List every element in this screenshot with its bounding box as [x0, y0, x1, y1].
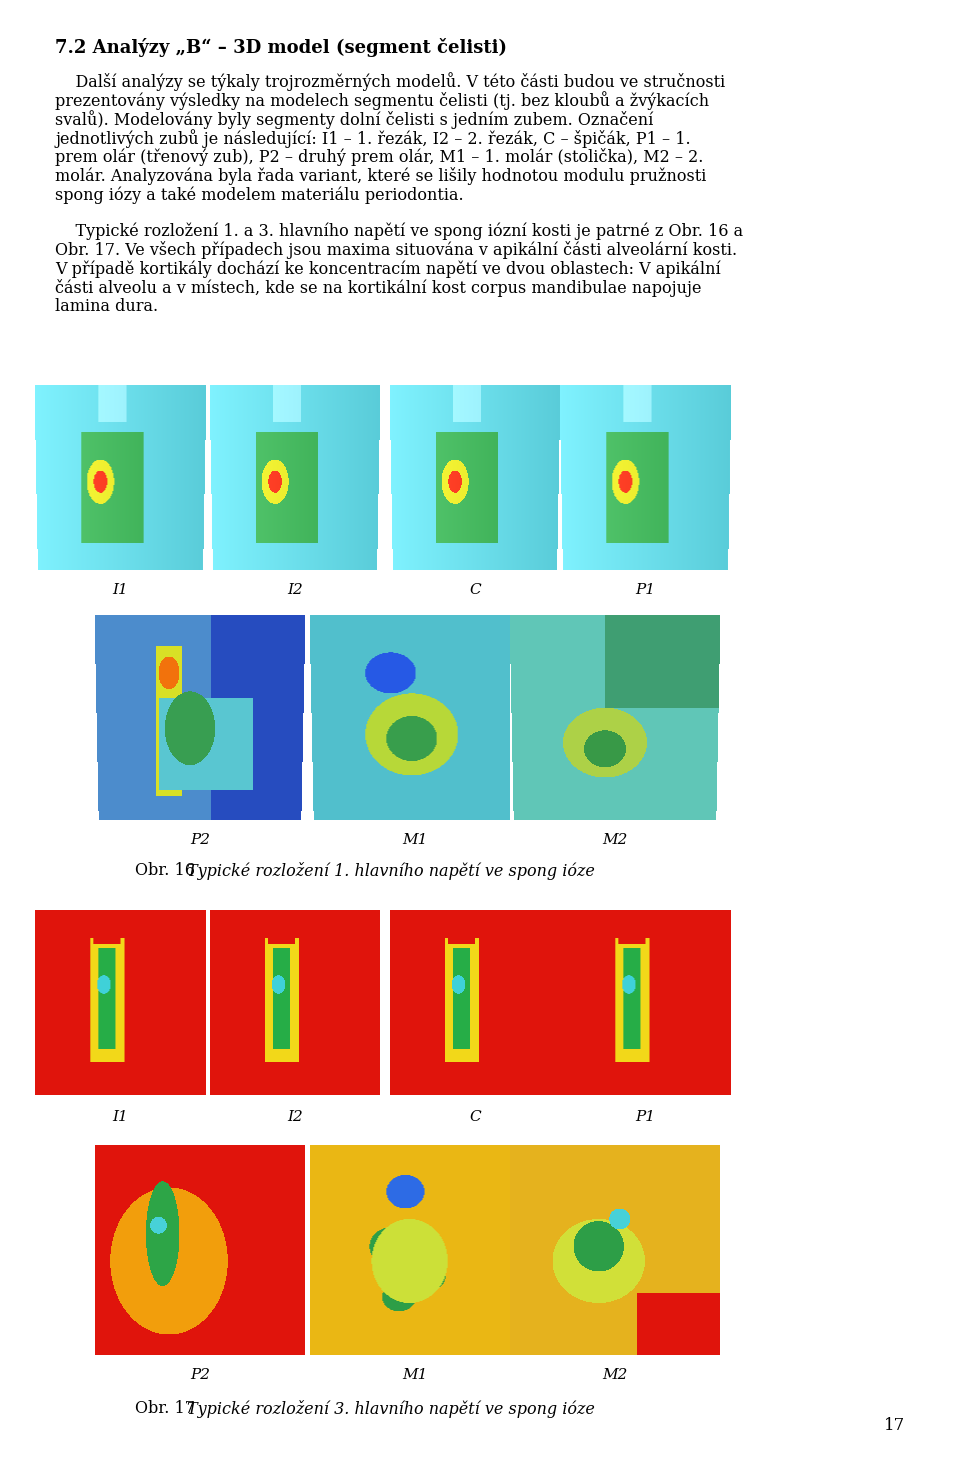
Text: části alveolu a v místech, kde se na kortikální kost corpus mandibulae napojuje: části alveolu a v místech, kde se na kor… [55, 279, 702, 298]
Text: prem olár (třenový zub), P2 – druhý prem olár, M1 – 1. molár (stolička), M2 – 2.: prem olár (třenový zub), P2 – druhý prem… [55, 147, 704, 166]
Text: 7.2 Analýzy „B“ – 3D model (segment čelisti): 7.2 Analýzy „B“ – 3D model (segment čeli… [55, 38, 507, 57]
Text: Další analýzy se týkaly trojrozměrných modelů. V této části budou ve stručnosti: Další analýzy se týkaly trojrozměrných m… [55, 71, 725, 90]
Text: I1: I1 [112, 584, 128, 597]
Text: M1: M1 [402, 833, 428, 848]
Text: spong iózy a také modelem materiálu periodontia.: spong iózy a také modelem materiálu peri… [55, 185, 464, 203]
Text: V případě kortikály dochází ke koncentracím napětí ve dvou oblastech: V apikální: V případě kortikály dochází ke koncentra… [55, 260, 721, 277]
Text: I2: I2 [287, 1110, 302, 1123]
Text: I1: I1 [112, 1110, 128, 1123]
Text: jednotlivých zubů je následující: I1 – 1. řezák, I2 – 2. řezák, C – špičák, P1 –: jednotlivých zubů je následující: I1 – 1… [55, 128, 690, 147]
Text: Typické rozložení 1. a 3. hlavního napětí ve spong iózní kosti je patrné z Obr. : Typické rozložení 1. a 3. hlavního napět… [55, 222, 743, 239]
Text: lamina dura.: lamina dura. [55, 298, 158, 315]
Text: M2: M2 [602, 833, 628, 848]
Text: svalů). Modelovány byly segmenty dolní čelisti s jedním zubem. Označení: svalů). Modelovány byly segmenty dolní č… [55, 109, 654, 128]
Text: Obr. 16: Obr. 16 [135, 862, 200, 878]
Text: M2: M2 [602, 1369, 628, 1382]
Text: molár. Analyzována byla řada variant, které se lišily hodnotou modulu pružnosti: molár. Analyzována byla řada variant, kt… [55, 166, 707, 185]
Text: C: C [469, 584, 481, 597]
Text: C: C [469, 1110, 481, 1123]
Text: Obr. 17. Ve všech případech jsou maxima situována v apikální části alveolární ko: Obr. 17. Ve všech případech jsou maxima … [55, 241, 737, 260]
Text: P2: P2 [190, 833, 210, 848]
Text: P2: P2 [190, 1369, 210, 1382]
Text: Obr. 17: Obr. 17 [135, 1401, 200, 1417]
Text: M1: M1 [402, 1369, 428, 1382]
Text: P1: P1 [635, 584, 655, 597]
Text: prezentovány výsledky na modelech segmentu čelisti (tj. bez kloubů a žvýkacích: prezentovány výsledky na modelech segmen… [55, 90, 709, 109]
Text: I2: I2 [287, 584, 302, 597]
Text: Typické rozložení 3. hlavního napětí ve spong ióze: Typické rozložení 3. hlavního napětí ve … [187, 1401, 594, 1418]
Text: 17: 17 [884, 1417, 905, 1434]
Text: Typické rozložení 1. hlavního napětí ve spong ióze: Typické rozložení 1. hlavního napětí ve … [187, 862, 594, 880]
Text: P1: P1 [635, 1110, 655, 1123]
